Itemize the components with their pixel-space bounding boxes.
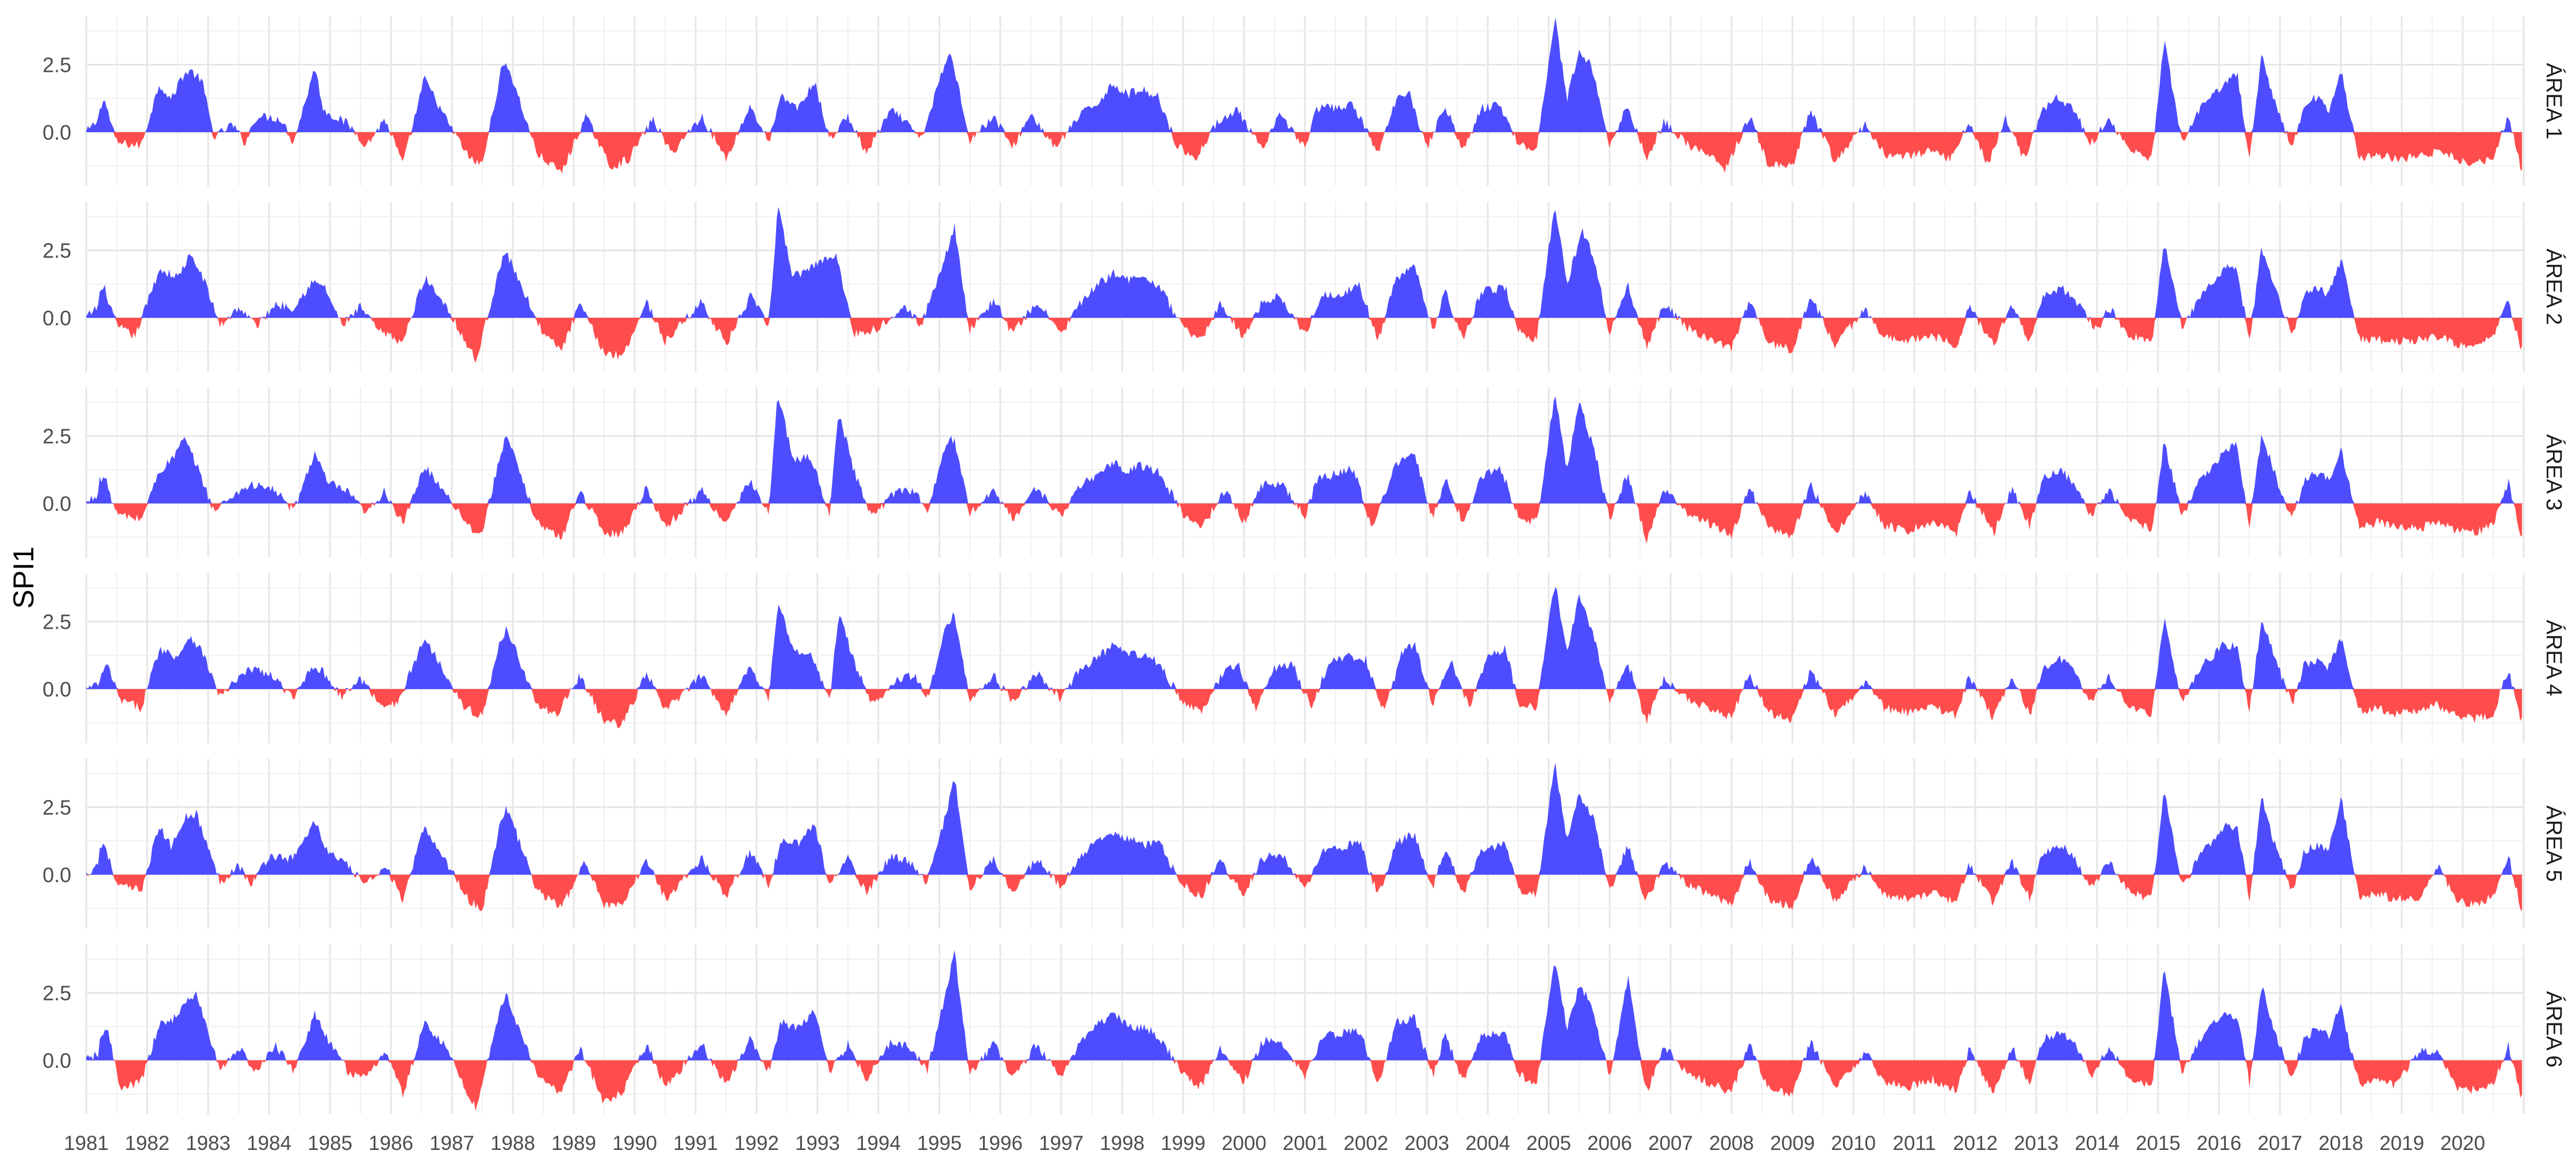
positive-spi-area	[86, 396, 2523, 503]
x-tick-label: 2019	[2379, 1132, 2424, 1155]
x-tick-label: 2016	[2197, 1132, 2241, 1155]
x-tick-label: 1988	[490, 1132, 535, 1155]
x-tick-label: 1982	[125, 1132, 170, 1155]
facet-strip-label: ÁREA 4	[2542, 620, 2566, 696]
facet-panel-4: 0.0 2.5 ÁREA 4	[43, 573, 2566, 743]
positive-spi-area	[86, 587, 2523, 689]
facet-strip-label: ÁREA 2	[2542, 248, 2566, 325]
y-tick-label: 0.0	[43, 306, 71, 330]
positive-spi-area	[86, 17, 2523, 133]
x-tick-label: 2002	[1343, 1132, 1388, 1155]
positive-spi-area	[86, 206, 2523, 318]
x-tick-label: 1999	[1161, 1132, 1206, 1155]
y-tick-label: 2.5	[43, 982, 71, 1005]
x-tick-label: 2007	[1648, 1132, 1693, 1155]
x-tick-label: 1987	[429, 1132, 474, 1155]
x-tick-label: 2009	[1770, 1132, 1815, 1155]
negative-spi-area	[86, 875, 2523, 911]
positive-spi-area	[86, 763, 2523, 875]
x-tick-label: 1986	[368, 1132, 413, 1155]
y-tick-label: 0.0	[43, 678, 71, 701]
x-tick-label: 2000	[1222, 1132, 1266, 1155]
x-tick-label: 1989	[551, 1132, 596, 1155]
x-tick-label: 2017	[2258, 1132, 2302, 1155]
negative-spi-area	[86, 132, 2523, 174]
facet-panel-6: 0.0 2.5 ÁREA 6	[43, 944, 2566, 1114]
x-tick-label: 2012	[1953, 1132, 1998, 1155]
facet-strip-label: ÁREA 3	[2542, 434, 2566, 510]
x-tick-label: 2011	[1892, 1132, 1936, 1155]
negative-spi-area	[86, 1060, 2523, 1111]
x-tick-label: 2010	[1831, 1132, 1876, 1155]
x-axis: 1981 1982 1983 1984 1985 1986 1987 1988 1989 1990…	[64, 1132, 2485, 1155]
x-tick-label: 1994	[856, 1132, 901, 1155]
y-tick-label: 0.0	[43, 121, 71, 144]
x-tick-label: 1998	[1100, 1132, 1145, 1155]
x-tick-label: 1984	[247, 1132, 291, 1155]
negative-spi-area	[86, 503, 2523, 544]
x-tick-label: 1983	[186, 1132, 231, 1155]
positive-spi-area	[86, 950, 2523, 1060]
y-tick-label: 2.5	[43, 425, 71, 448]
x-tick-label: 2018	[2318, 1132, 2363, 1155]
x-tick-label: 2004	[1465, 1132, 1510, 1155]
x-tick-label: 1996	[978, 1132, 1023, 1155]
x-tick-label: 1991	[673, 1132, 718, 1155]
x-tick-label: 1993	[795, 1132, 840, 1155]
facet-strip-label: ÁREA 1	[2542, 63, 2566, 139]
y-tick-label: 0.0	[43, 492, 71, 515]
facet-strip-label: ÁREA 5	[2542, 805, 2566, 882]
x-tick-label: 2013	[2014, 1132, 2059, 1155]
facet-panel-5: 0.0 2.5 ÁREA 5	[43, 759, 2566, 929]
x-tick-label: 1995	[917, 1132, 962, 1155]
y-tick-label: 0.0	[43, 863, 71, 887]
y-tick-label: 2.5	[43, 53, 71, 77]
facet-strip-label: ÁREA 6	[2542, 991, 2566, 1067]
x-tick-label: 1990	[612, 1132, 657, 1155]
y-tick-label: 2.5	[43, 796, 71, 820]
x-tick-label: 1997	[1039, 1132, 1084, 1155]
panels-layer: 0.0 2.5 ÁREA 1 0.0 2.5 ÁREA 2 0.0 2.5 ÁREA 3 0.0 2…	[43, 16, 2566, 1114]
x-tick-label: 1985	[308, 1132, 352, 1155]
x-tick-label: 2014	[2075, 1132, 2120, 1155]
x-tick-label: 2005	[1526, 1132, 1571, 1155]
y-tick-label: 0.0	[43, 1049, 71, 1072]
y-axis-label: SPI1	[7, 547, 40, 609]
x-tick-label: 2003	[1404, 1132, 1449, 1155]
x-tick-label: 2008	[1709, 1132, 1754, 1155]
x-tick-label: 2020	[2440, 1132, 2485, 1155]
negative-spi-area	[86, 689, 2523, 729]
y-tick-label: 2.5	[43, 239, 71, 263]
negative-spi-area	[86, 318, 2523, 363]
x-tick-label: 2015	[2136, 1132, 2180, 1155]
facet-panel-2: 0.0 2.5 ÁREA 2	[43, 202, 2566, 372]
x-tick-label: 1992	[734, 1132, 779, 1155]
facet-panel-3: 0.0 2.5 ÁREA 3	[43, 387, 2566, 557]
x-tick-label: 1981	[64, 1132, 109, 1155]
facet-panel-1: 0.0 2.5 ÁREA 1	[43, 16, 2566, 186]
x-tick-label: 2006	[1587, 1132, 1632, 1155]
x-tick-label: 2001	[1283, 1132, 1327, 1155]
y-tick-label: 2.5	[43, 610, 71, 634]
